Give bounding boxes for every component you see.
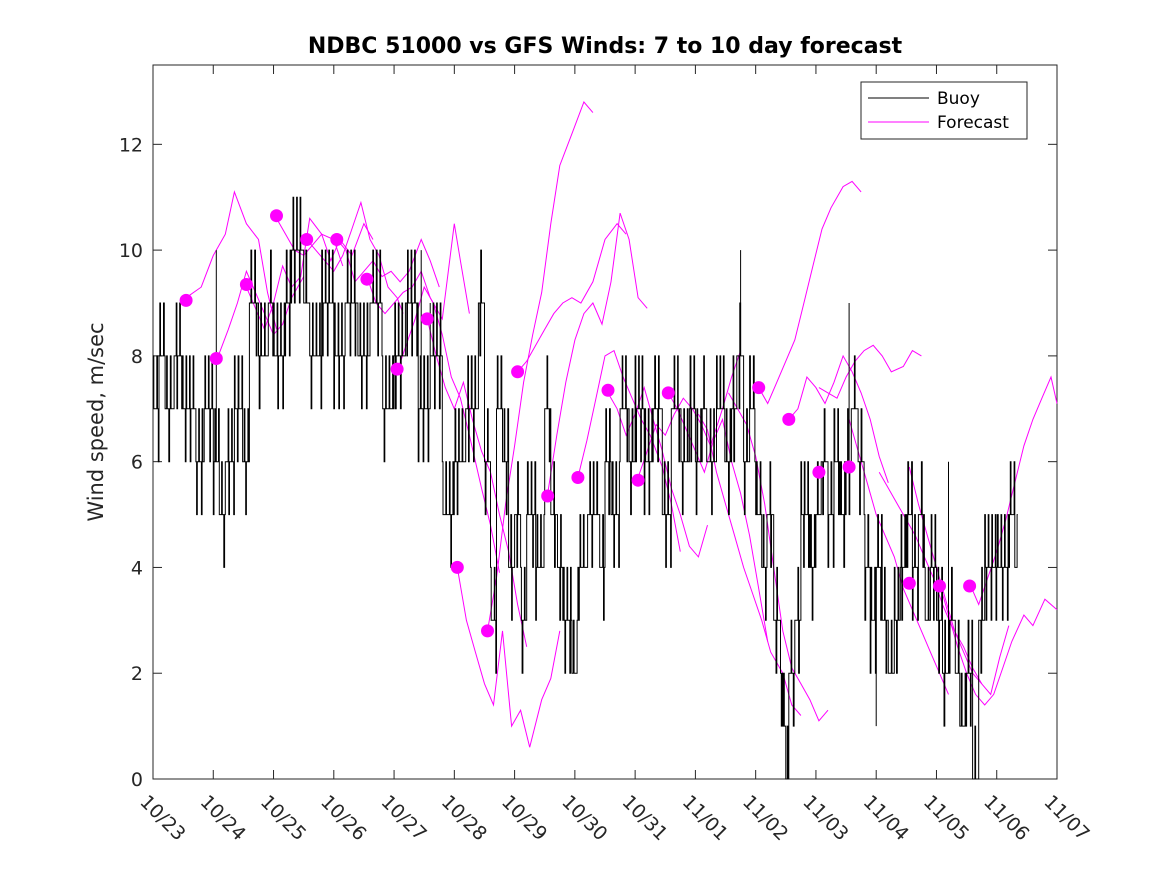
x-tick-label: 10/25 xyxy=(256,791,310,845)
forecast-line-21 xyxy=(788,354,889,483)
x-tick-label: 10/31 xyxy=(618,791,672,845)
x-tick-label: 10/26 xyxy=(316,791,370,845)
forecast-marker xyxy=(450,560,464,574)
forecast-marker xyxy=(902,576,916,590)
forecast-marker xyxy=(842,460,856,474)
y-tick-label: 8 xyxy=(131,346,143,368)
legend-box xyxy=(860,81,1028,140)
buoy-series-group xyxy=(153,196,1018,780)
chart-title: NDBC 51000 vs GFS Winds: 7 to 10 day for… xyxy=(308,34,903,59)
forecast-marker xyxy=(420,312,434,326)
x-tick-label: 10/24 xyxy=(196,791,250,845)
forecast-line-6 xyxy=(336,238,440,288)
forecast-line-10 xyxy=(456,567,561,748)
forecast-marker xyxy=(270,209,283,223)
x-tick-label: 11/06 xyxy=(979,791,1033,845)
x-tick-label: 11/02 xyxy=(738,791,792,845)
x-tick-label: 11/01 xyxy=(678,791,732,845)
x-tick-label: 10/29 xyxy=(497,791,551,845)
forecast-marker xyxy=(300,233,314,246)
forecast-marker xyxy=(782,412,796,426)
forecast-marker xyxy=(541,489,555,503)
forecast-marker xyxy=(209,352,223,365)
forecast-line-9 xyxy=(426,318,528,647)
x-tick-label: 11/04 xyxy=(859,791,913,845)
buoy-line xyxy=(153,196,1018,780)
x-tick-label: 10/23 xyxy=(135,791,189,845)
forecast-marker xyxy=(631,473,645,487)
forecast-marker xyxy=(179,293,193,307)
x-tick-label: 11/07 xyxy=(1039,791,1093,845)
forecast-marker xyxy=(481,624,494,638)
forecast-line-2 xyxy=(215,269,305,362)
x-tick-label: 11/05 xyxy=(919,791,973,845)
forecast-line-22 xyxy=(818,344,922,399)
y-tick-label: 12 xyxy=(119,134,143,156)
forecast-marker xyxy=(812,465,826,479)
forecast-line-26 xyxy=(939,583,1058,706)
plot-area xyxy=(152,64,1058,780)
forecast-line-19 xyxy=(728,392,829,722)
forecast-marker xyxy=(933,579,946,593)
forecast-line-13 xyxy=(547,212,648,494)
forecast-marker xyxy=(963,579,977,593)
x-tick-label: 10/28 xyxy=(437,791,491,845)
y-tick-label: 4 xyxy=(131,557,143,579)
forecast-marker xyxy=(390,362,404,376)
y-tick-label: 6 xyxy=(131,452,143,474)
forecast-marker xyxy=(752,381,766,395)
forecast-line-5 xyxy=(306,200,404,314)
forecast-markers-group xyxy=(179,209,977,638)
y-tick-label: 0 xyxy=(131,769,143,791)
legend: Buoy Forecast xyxy=(860,81,1028,140)
forecast-line-11 xyxy=(487,101,594,631)
forecast-line-1 xyxy=(185,190,277,330)
y-tick-label: 2 xyxy=(131,663,143,685)
forecast-line-7 xyxy=(366,223,470,321)
legend-forecast-label: Forecast xyxy=(937,113,1009,133)
forecast-marker xyxy=(661,386,675,400)
forecast-marker xyxy=(601,383,615,397)
x-tick-label: 10/27 xyxy=(377,791,431,845)
forecast-line-8 xyxy=(396,285,500,573)
x-tick-label: 11/03 xyxy=(798,791,852,845)
x-tick-label: 10/30 xyxy=(557,791,611,845)
legend-buoy-label: Buoy xyxy=(937,89,980,109)
forecast-marker xyxy=(330,233,344,246)
forecast-marker xyxy=(511,365,525,379)
forecast-line-4 xyxy=(276,218,374,263)
forecast-line-20 xyxy=(758,180,862,405)
forecast-marker xyxy=(360,272,374,286)
y-axis: 0 2 4 6 8 10 12 xyxy=(119,134,1057,791)
forecast-line-12 xyxy=(517,222,627,373)
forecast-marker xyxy=(239,278,253,291)
forecast-marker xyxy=(571,471,585,484)
y-axis-label: Wind speed, m/sec xyxy=(84,322,108,521)
y-tick-label: 10 xyxy=(119,240,143,262)
